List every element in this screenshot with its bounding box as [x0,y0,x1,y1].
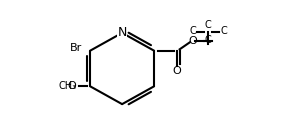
Text: Br: Br [70,43,82,53]
Text: C: C [220,26,227,36]
Text: O: O [188,36,197,46]
Text: CH₃: CH₃ [59,81,77,91]
Text: C: C [189,26,196,36]
Text: O: O [172,66,181,76]
Text: C: C [205,20,211,30]
Text: C: C [205,35,211,45]
Text: O: O [67,81,76,91]
Text: N: N [117,26,127,39]
